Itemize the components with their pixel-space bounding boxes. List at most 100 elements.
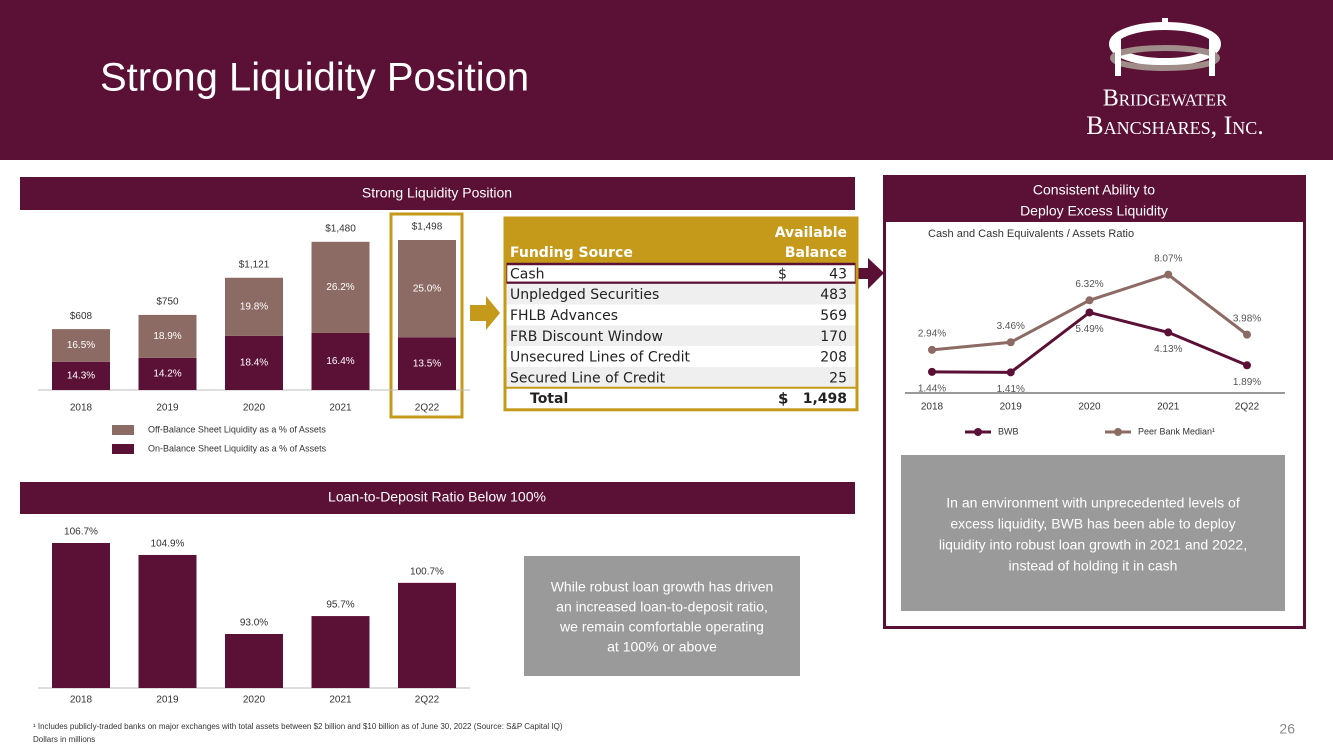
x-tick-label: 2Q22 <box>415 403 440 414</box>
point <box>928 345 936 354</box>
legend-label: On-Balance Sheet Liquidity as a % of Ass… <box>148 443 327 453</box>
slide-title: Strong Liquidity Position <box>100 56 529 100</box>
point <box>1164 270 1173 279</box>
x-tick-label: 2018 <box>70 695 93 706</box>
legend-label: BWB <box>998 426 1019 436</box>
footnote: ¹ Includes publicly-traded banks on majo… <box>33 722 563 731</box>
callout-text: While robust loan growth has driven <box>551 579 774 595</box>
data-label: 16.4% <box>326 356 354 367</box>
total-label: $608 <box>70 311 93 322</box>
table-header <box>505 218 857 263</box>
total-label: $750 <box>156 297 179 308</box>
table-cell: 25 <box>829 370 847 386</box>
table-cell: FRB Discount Window <box>510 329 663 345</box>
data-label: 6.32% <box>1075 279 1103 290</box>
callout-text: an increased loan-to-deposit ratio, <box>556 599 768 615</box>
data-label: 18.4% <box>240 358 268 369</box>
table-cell: FHLB Advances <box>510 308 618 324</box>
highlight-box <box>389 212 464 419</box>
table-cell: Cash <box>510 266 545 282</box>
table-cell: Unpledged Securities <box>510 287 659 303</box>
point <box>1243 330 1251 339</box>
bar-segment <box>398 240 456 338</box>
x-tick-label: 2019 <box>156 403 179 414</box>
callout-box <box>901 455 1285 611</box>
bar <box>225 634 283 688</box>
data-label: 1.89% <box>1233 377 1261 388</box>
data-label: 5.49% <box>1075 324 1103 335</box>
point <box>1243 361 1251 370</box>
table-cell: 43 <box>829 266 847 282</box>
page-number: 26 <box>1279 721 1295 737</box>
table-row <box>505 263 857 284</box>
x-tick-label: 2020 <box>243 403 266 414</box>
table-total: $ <box>778 389 788 407</box>
arrow <box>857 258 884 289</box>
x-tick-label: 2019 <box>1000 402 1023 413</box>
table-cell: 208 <box>820 350 847 366</box>
point <box>1006 338 1015 347</box>
data-label: 1.41% <box>997 384 1025 395</box>
data-label: 95.7% <box>326 600 354 611</box>
total-label: $1,480 <box>325 223 356 234</box>
x-tick-label: 2020 <box>1078 402 1101 413</box>
data-label: 106.7% <box>64 527 98 538</box>
point <box>1085 308 1094 317</box>
section-title: Deploy Excess Liquidity <box>1020 203 1168 219</box>
data-label: 25.0% <box>413 283 441 294</box>
x-tick-label: 2021 <box>1157 402 1180 413</box>
table-row <box>505 283 857 305</box>
data-label: 2.94% <box>918 329 946 340</box>
x-tick-label: 2021 <box>329 403 352 414</box>
callout-text: liquidity into robust loan growth in 202… <box>939 537 1247 553</box>
data-label: 14.2% <box>153 369 181 380</box>
bar-segment <box>398 337 456 390</box>
table-total: 1,498 <box>803 391 847 407</box>
table-header-cell: Funding Source <box>510 245 633 261</box>
legend-swatch <box>112 444 134 454</box>
table-cell: 569 <box>820 308 847 324</box>
table-cell: 170 <box>820 329 847 345</box>
data-label: 3.98% <box>1233 313 1261 324</box>
section-title: Consistent Ability to <box>1033 182 1155 198</box>
table-row <box>505 346 857 367</box>
logo-mark <box>1109 18 1221 76</box>
callout-text: excess liquidity, BWB has been able to d… <box>950 516 1235 532</box>
x-tick-label: 2Q22 <box>1235 402 1260 413</box>
data-label: 100.7% <box>410 566 444 577</box>
footnote: Dollars in millions <box>33 735 95 744</box>
chart-subtitle: Cash and Cash Equivalents / Assets Ratio <box>928 228 1134 240</box>
table-total: Total <box>530 391 568 407</box>
legend-label: Off-Balance Sheet Liquidity as a % of As… <box>148 424 326 434</box>
table-header-cell: Available <box>775 225 847 241</box>
data-label: 14.3% <box>67 371 95 382</box>
data-label: 19.8% <box>240 301 268 312</box>
table-cell: 483 <box>820 287 847 303</box>
table-cell: Secured Line of Credit <box>510 370 666 386</box>
bar-segment <box>52 361 110 390</box>
data-label: 1.44% <box>918 384 946 395</box>
data-label: 26.2% <box>326 282 354 293</box>
total-label: $1,121 <box>239 259 270 270</box>
logo-text: Bancshares, Inc. <box>1086 111 1264 140</box>
logo-text: Bridgewater <box>1103 86 1228 112</box>
data-label: 4.13% <box>1154 344 1182 355</box>
x-tick-label: 2018 <box>921 402 944 413</box>
section-title: Loan-to-Deposit Ratio Below 100% <box>328 489 546 505</box>
legend-marker <box>974 428 982 436</box>
table-row <box>505 325 857 347</box>
section-title: Strong Liquidity Position <box>362 185 512 201</box>
header-band <box>0 0 1333 160</box>
legend-marker <box>1114 428 1122 436</box>
callout-text: In an environment with unprecedented lev… <box>946 495 1240 511</box>
callout-text: at 100% or above <box>607 639 717 655</box>
bar-segment <box>138 314 197 358</box>
table-border <box>503 216 859 412</box>
section-header <box>20 177 855 210</box>
data-label: 93.0% <box>240 618 268 629</box>
callout-text: instead of holding it in cash <box>1009 558 1178 574</box>
data-label: 18.9% <box>153 331 181 342</box>
point <box>928 367 936 376</box>
section-header <box>883 175 1306 222</box>
